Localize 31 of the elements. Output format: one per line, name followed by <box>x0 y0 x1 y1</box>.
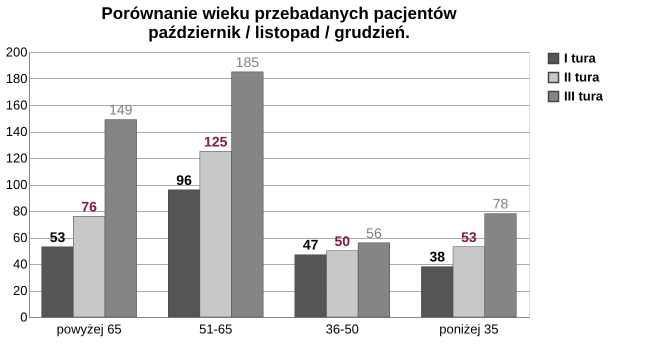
y-tick-label: 160 <box>6 98 28 112</box>
legend-label: I tura <box>564 50 597 66</box>
data-label: 53 <box>461 228 477 245</box>
y-tick-label: 100 <box>6 177 28 192</box>
data-label: 185 <box>236 54 260 70</box>
y-tick-label: 180 <box>6 71 28 86</box>
legend-label: III tura <box>564 88 604 104</box>
x-tick-label: powyżej 65 <box>56 322 122 336</box>
y-tick-label: 60 <box>13 230 28 245</box>
data-label: 38 <box>429 248 446 265</box>
x-tick-label: 36-50 <box>326 322 359 336</box>
data-label: 53 <box>50 228 66 245</box>
y-tick-label: 40 <box>13 256 28 272</box>
data-label: 149 <box>109 102 133 118</box>
data-label: 125 <box>204 133 228 150</box>
legend-label: II tura <box>564 70 600 84</box>
y-tick-label: 120 <box>6 150 28 166</box>
data-label: 47 <box>302 236 319 253</box>
y-tick-label: 0 <box>20 310 28 324</box>
y-tick-label: 80 <box>13 204 28 218</box>
data-label: 50 <box>334 232 350 249</box>
data-label: 56 <box>366 224 382 241</box>
y-tick-label: 140 <box>6 124 28 139</box>
y-tick-label: 20 <box>13 283 28 298</box>
x-tick-label: 51-65 <box>199 322 232 336</box>
chart-title: Porównanie wieku przebadanych pacjentów październik / listopad / grudzień. <box>101 4 458 42</box>
data-label: 78 <box>492 196 509 212</box>
data-label: 76 <box>81 198 98 214</box>
y-tick-label: 200 <box>6 44 28 60</box>
data-label: 96 <box>176 172 192 188</box>
x-tick-label: poniżej 35 <box>439 322 499 336</box>
